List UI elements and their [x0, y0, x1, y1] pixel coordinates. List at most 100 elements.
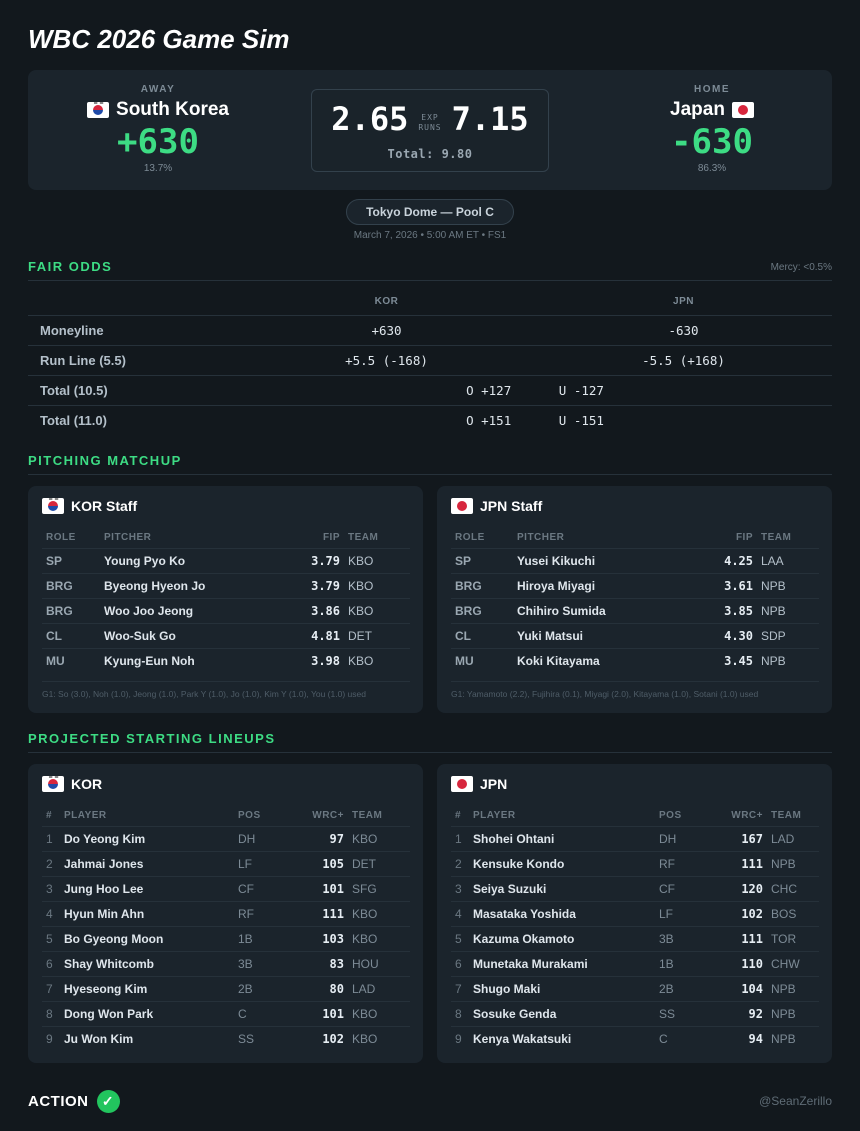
- jpn-lineup-table: # PLAYER POS WRC+ TEAM 1 Shohei Ohtani DH 1…: [451, 806, 819, 1051]
- player-pos: RF: [659, 851, 711, 877]
- table-row: 1 Shohei Ohtani DH 167 LAD: [451, 826, 819, 852]
- away-team-name: South Korea: [38, 99, 278, 121]
- kor-lineup-heading: KOR: [42, 776, 102, 792]
- pitcher-team: NPB: [761, 573, 819, 599]
- player-name: Dong Won Park: [64, 1001, 238, 1027]
- player-wrc: 167: [711, 826, 771, 852]
- total-values: O +127 U -127: [238, 374, 832, 405]
- mercy-note: Mercy: <0.5%: [770, 262, 832, 273]
- section-divider: [28, 474, 832, 475]
- pitcher-role: BRG: [451, 598, 517, 624]
- action-brand: ACTION ✓: [28, 1090, 120, 1113]
- pitcher-name: Woo-Suk Go: [104, 623, 284, 649]
- player-team: KBO: [352, 826, 410, 852]
- player-pos: LF: [238, 851, 300, 877]
- batting-order: 3: [451, 876, 473, 902]
- player-name: Kensuke Kondo: [473, 851, 659, 877]
- pitcher-fip: 4.25: [687, 548, 761, 574]
- total-values: O +151 U -151: [238, 404, 832, 435]
- pitcher-team: LAA: [761, 548, 819, 574]
- pitcher-fip: 3.98: [311, 653, 340, 668]
- pitcher-team: NPB: [761, 598, 819, 624]
- south-korea-flag-icon: [42, 498, 64, 514]
- jpn-staff-heading: JPN Staff: [451, 498, 542, 514]
- player-team: LAD: [352, 976, 410, 1002]
- table-row: BRG Chihiro Sumida 3.85 NPB: [451, 598, 819, 624]
- table-row: 3 Seiya Suzuki CF 120 CHC: [451, 876, 819, 902]
- odds-header-blank: [28, 289, 238, 315]
- away-value: +5.5 (-168): [238, 344, 535, 375]
- pitcher-role: BRG: [42, 598, 104, 624]
- player-name: Shohei Ohtani: [473, 826, 659, 852]
- col-num: #: [451, 806, 473, 827]
- table-row: 4 Hyun Min Ahn RF 111 KBO: [42, 901, 410, 927]
- used-divider: [42, 681, 410, 682]
- home-value: -5.5 (+168): [535, 344, 832, 375]
- batting-order: 5: [451, 926, 473, 952]
- player-team: BOS: [771, 901, 819, 927]
- batting-order: 7: [42, 976, 64, 1002]
- table-row: CL Woo-Suk Go 4.81 DET: [42, 623, 410, 649]
- odds-header-away: KOR: [374, 296, 399, 308]
- table-row: Run Line (5.5) +5.5 (-168) -5.5 (+168): [28, 344, 832, 375]
- away-moneyline: +630: [117, 122, 199, 162]
- player-name: Shugo Maki: [473, 976, 659, 1002]
- pitcher-fip: 3.86: [284, 598, 348, 624]
- player-wrc: 111: [711, 926, 771, 952]
- batting-order: 8: [42, 1001, 64, 1027]
- col-pos: POS: [238, 806, 300, 827]
- player-pos: 2B: [238, 976, 300, 1002]
- away-label: AWAY: [140, 84, 176, 95]
- table-row: 1 Do Yeong Kim DH 97 KBO: [42, 826, 410, 852]
- table-row: CL Yuki Matsui 4.30 SDP: [451, 623, 819, 649]
- check-circle-icon: ✓: [96, 1090, 120, 1113]
- pitcher-team: NPB: [761, 653, 786, 668]
- author-handle: @SeanZerillo: [759, 1094, 832, 1108]
- player-pos: SS: [659, 1001, 711, 1027]
- japan-flag-icon: [451, 498, 473, 514]
- player-wrc: 111: [711, 851, 771, 877]
- pitcher-role: MU: [46, 653, 65, 668]
- player-wrc: 104: [711, 976, 771, 1002]
- kor-staff-title: KOR Staff: [71, 498, 138, 514]
- pitcher-team: KBO: [348, 573, 410, 599]
- player-pos: CF: [659, 876, 711, 902]
- section-divider: [28, 280, 832, 281]
- player-name: Bo Gyeong Moon: [64, 926, 238, 952]
- player-pos: 1B: [238, 926, 300, 952]
- game-time: March 7, 2026 • 5:00 AM ET • FS1: [353, 230, 507, 241]
- player-name: Kenya Wakatsuki: [473, 1031, 572, 1046]
- player-team: CHC: [771, 876, 819, 902]
- table-row: BRG Byeong Hyeon Jo 3.79 KBO: [42, 573, 410, 599]
- jpn-staff-card: JPN Staff ROLE PITCHER FIP TEAM SP Yusei …: [437, 486, 832, 713]
- jpn-lineup-title: JPN: [480, 776, 508, 792]
- batting-order: 2: [451, 851, 473, 877]
- player-team: KBO: [352, 901, 410, 927]
- batting-order: 9: [46, 1031, 53, 1046]
- player-wrc: 103: [300, 926, 352, 952]
- col-role: ROLE: [42, 528, 104, 549]
- jpn-lineup-card: JPN # PLAYER POS WRC+ TEAM 1 Shohei Ohtan…: [437, 764, 832, 1063]
- away-exp-runs: 2.65: [331, 100, 409, 138]
- player-pos: SS: [238, 1031, 255, 1046]
- player-team: HOU: [352, 951, 410, 977]
- pitcher-team: DET: [348, 623, 410, 649]
- col-pitcher: PITCHER: [517, 528, 687, 549]
- kor-lineup-title: KOR: [71, 776, 103, 792]
- player-team: LAD: [771, 826, 819, 852]
- batting-order: 6: [451, 951, 473, 977]
- action-label: ACTION: [28, 1093, 89, 1110]
- player-name: Seiya Suzuki: [473, 876, 659, 902]
- table-row: BRG Woo Joo Jeong 3.86 KBO: [42, 598, 410, 624]
- col-team: TEAM: [761, 528, 819, 549]
- pitcher-name: Yuki Matsui: [517, 623, 687, 649]
- home-team-panel: HOME Japan -630 86.3%: [592, 84, 832, 174]
- player-name: Masataka Yoshida: [473, 901, 659, 927]
- batting-order: 6: [42, 951, 64, 977]
- under-value: U -127: [558, 382, 604, 398]
- player-team: CHW: [771, 951, 819, 977]
- pitcher-name: Kyung-Eun Noh: [104, 653, 195, 668]
- section-divider: [28, 752, 832, 753]
- home-value: -630: [535, 314, 832, 345]
- player-wrc: 110: [711, 951, 771, 977]
